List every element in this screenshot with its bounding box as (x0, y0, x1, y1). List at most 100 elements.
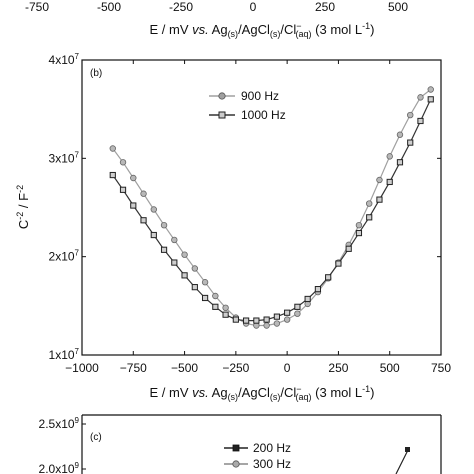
data-point-900hz (376, 176, 383, 184)
data-point-1000hz (325, 274, 332, 281)
data-point-900hz (283, 316, 291, 323)
data-point-1000hz (376, 196, 383, 203)
top-x-tick-labels: -750 -500 -250 0 250 500 (25, 0, 408, 14)
legend-label-200hz: 200 Hz (253, 441, 291, 455)
x-axis-title: E / mV vs. Ag(s)/AgCl(s)/Cl− (aq) (3 mol … (150, 384, 375, 402)
top-x-tick-label: -500 (97, 0, 121, 14)
data-point-1000hz (253, 317, 260, 324)
data-point-900hz (273, 320, 281, 327)
data-series (109, 86, 434, 329)
data-point-1000hz (284, 309, 291, 316)
top-panel: -750 -500 -250 0 250 500 E / mV vs. Ag(s)/AgC… (25, 0, 408, 39)
data-point-1000hz (263, 316, 270, 323)
data-point-1000hz (335, 260, 342, 267)
data-point-1000hz (160, 246, 168, 253)
series-line-1000hz (112, 99, 432, 322)
data-point-1000hz (396, 159, 404, 166)
bottom-legend: 200 Hz 300 Hz (224, 441, 291, 471)
data-point-900hz (201, 279, 209, 286)
data-point-900hz (396, 131, 404, 138)
panel-label-c: (c) (90, 432, 102, 443)
top-x-tick-label: -750 (25, 0, 49, 14)
data-point-1000hz (273, 313, 280, 320)
data-point-1000hz (201, 294, 209, 302)
top-x-tick-label: 500 (388, 0, 408, 14)
plot-area-frame (81, 59, 442, 356)
x-axis-ticks: −1000 −750 −500 −250 0 250 500 750 (65, 60, 451, 375)
data-point-1000hz (345, 245, 352, 252)
legend-item-200hz: 200 Hz (224, 441, 291, 455)
data-point-900hz (263, 322, 270, 329)
data-point-1000hz (212, 303, 219, 310)
data-point-1000hz (222, 311, 229, 318)
data-point-900hz (212, 292, 219, 300)
data-point-900hz (355, 221, 363, 229)
data-point-1000hz (130, 202, 137, 209)
data-point-1000hz (140, 217, 147, 224)
x-tick-label: −750 (120, 361, 147, 375)
data-point-900hz (366, 200, 373, 207)
legend-marker-1000hz (218, 111, 226, 119)
legend-marker-200hz (232, 444, 240, 452)
y-tick-label: 3x107 (49, 150, 80, 165)
data-point-1000hz (119, 186, 127, 193)
y-tick-label: 4x107 (49, 52, 80, 67)
data-point-900hz (150, 206, 157, 213)
x-tick-label: 500 (380, 361, 400, 375)
data-point-1000hz (366, 214, 373, 221)
data-point-1000hz (243, 317, 250, 324)
data-point-900hz (386, 153, 393, 160)
data-point-900hz (407, 111, 414, 119)
data-point-900hz (119, 159, 127, 166)
data-point-1000hz (171, 259, 178, 266)
bottom-y-tick-label-0: 2.5x109 (39, 416, 80, 431)
legend-marker-300hz (232, 460, 240, 468)
data-point-1000hz (150, 231, 157, 239)
data-point-1000hz (191, 284, 198, 291)
data-point-1000hz (314, 286, 322, 293)
data-point-1000hz (417, 117, 424, 125)
legend-marker-900hz (218, 92, 226, 100)
legend-label-300hz: 300 Hz (253, 457, 291, 471)
top-x-tick-label: 250 (315, 0, 335, 14)
x-tick-label: −1000 (65, 361, 99, 375)
data-point-900hz (222, 304, 229, 311)
legend-item-1000hz: 1000 Hz (209, 108, 286, 122)
x-tick-label: −250 (222, 361, 249, 375)
top-x-tick-label: 0 (250, 0, 257, 14)
middle-panel: (b) −1000 −750 −500 −250 0 250 500 750 1x107 2x1… (15, 52, 451, 402)
y-tick-label: 1x107 (49, 347, 80, 362)
panel-label-b: (b) (90, 68, 102, 79)
data-point-900hz (191, 265, 199, 272)
legend-item-900hz: 900 Hz (209, 89, 279, 103)
bottom-series-point (405, 447, 410, 452)
data-point-1000hz (181, 272, 188, 279)
data-point-1000hz (407, 139, 414, 146)
data-point-900hz (109, 145, 116, 152)
bottom-series-line (395, 449, 409, 474)
top-x-tick-label: -250 (169, 0, 193, 14)
x-tick-label: 750 (431, 361, 451, 375)
y-axis-title: C-2 / F-2 (15, 185, 31, 229)
top-x-axis-title: E / mV vs. Ag(s)/AgCl(s)/Cl− (aq) (3 mol … (150, 21, 375, 39)
data-point-900hz (160, 221, 168, 229)
y-axis-ticks: 1x107 2x107 3x107 4x107 (49, 52, 441, 362)
series-line-900hz (112, 89, 432, 327)
x-tick-label: 250 (328, 361, 348, 375)
data-point-900hz (140, 190, 147, 197)
bottom-panel: 2.5x109 2.0x109 (c) 200 Hz 300 Hz (39, 414, 442, 474)
data-point-900hz (171, 236, 178, 244)
data-point-1000hz (427, 96, 434, 103)
y-tick-label: 2x107 (49, 249, 80, 264)
data-point-900hz (417, 94, 424, 101)
bottom-y-tick-label-1: 2.0x109 (39, 461, 80, 474)
data-point-900hz (181, 251, 188, 258)
legend-item-300hz: 300 Hz (224, 457, 291, 471)
data-point-900hz (130, 174, 137, 182)
data-point-1000hz (355, 229, 363, 237)
data-point-1000hz (294, 303, 301, 310)
x-tick-label: −500 (171, 361, 198, 375)
data-point-1000hz (232, 316, 239, 323)
legend-label-1000hz: 1000 Hz (241, 108, 286, 122)
